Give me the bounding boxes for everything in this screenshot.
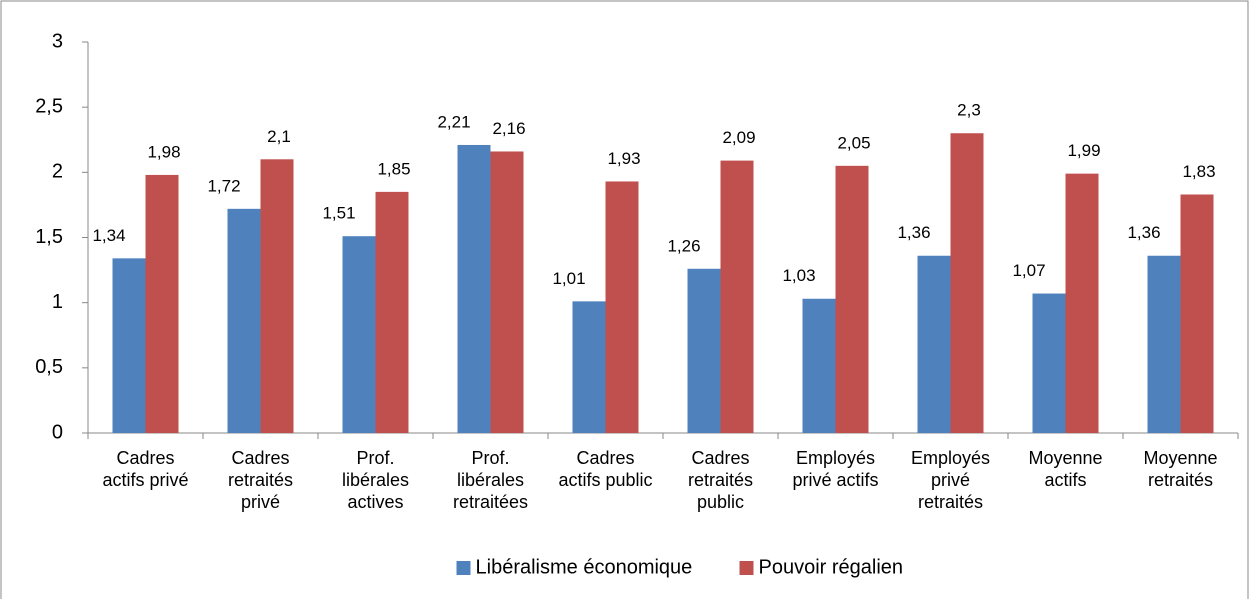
legend-label: Pouvoir régalien: [759, 556, 904, 578]
value-label: 1,36: [1127, 223, 1160, 242]
value-label: 2,16: [492, 119, 525, 138]
bar: [917, 255, 951, 433]
bar: [227, 208, 261, 433]
x-tick-label: Prof. libérales actives: [341, 448, 410, 512]
y-tick-label: 2: [52, 161, 63, 183]
value-label: 1,85: [377, 159, 410, 178]
legend-swatch: [739, 561, 754, 575]
y-tick-label: 2,5: [35, 95, 63, 117]
value-label: 1,72: [207, 176, 240, 195]
x-tick-label: Cadres retraités privé: [227, 448, 294, 512]
value-label: 1,26: [667, 236, 700, 255]
value-label: 1,34: [92, 226, 125, 245]
y-tick-label: 1: [52, 291, 63, 313]
x-tick-label: Moyenne actifs: [1028, 448, 1103, 490]
bar: [457, 144, 491, 434]
bar: [1147, 255, 1181, 433]
value-label: 1,36: [897, 223, 930, 242]
legend-swatch: [456, 561, 471, 575]
value-label: 1,51: [322, 204, 355, 223]
value-label: 1,93: [607, 149, 640, 168]
bar: [1032, 293, 1066, 433]
bar: [1180, 194, 1214, 433]
bar: [835, 165, 869, 434]
value-label: 1,83: [1182, 162, 1215, 181]
y-tick-label: 3: [52, 30, 63, 52]
bar: [145, 174, 179, 433]
bar: [572, 301, 606, 433]
value-label: 2,1: [267, 127, 291, 146]
value-label: 2,3: [957, 101, 981, 120]
x-tick-label: Prof. libérales retraitées: [452, 448, 529, 512]
value-label: 2,05: [837, 133, 870, 152]
x-tick-label: Moyenne retraités: [1143, 448, 1218, 490]
x-tick-label: Employés privé retraités: [910, 448, 991, 512]
value-label: 1,01: [552, 269, 585, 288]
bar: [720, 160, 754, 433]
bar: [490, 151, 524, 434]
bar: [687, 268, 721, 433]
value-label: 1,03: [782, 266, 815, 285]
y-tick-label: 0,5: [35, 356, 63, 378]
value-label: 1,98: [147, 142, 180, 161]
bar: [260, 159, 294, 434]
x-tick-label: Cadres retraités public: [687, 448, 754, 512]
x-tick-label: Cadres actifs privé: [102, 448, 189, 490]
value-label: 2,21: [437, 112, 470, 131]
y-tick-label: 1,5: [35, 226, 63, 248]
bar: [802, 298, 836, 433]
bar: [112, 258, 146, 433]
bar: [375, 191, 409, 433]
value-label: 1,07: [1012, 261, 1045, 280]
bar: [342, 236, 376, 433]
bar: [1065, 173, 1099, 434]
bar: [950, 133, 984, 433]
legend-label: Libéralisme économique: [476, 556, 693, 578]
x-tick-label: Cadres actifs public: [558, 448, 653, 490]
x-tick-label: Employés privé actifs: [792, 448, 879, 490]
y-tick-label: 0: [52, 421, 63, 443]
bar: [605, 181, 639, 433]
value-label: 1,99: [1067, 141, 1100, 160]
value-label: 2,09: [722, 128, 755, 147]
